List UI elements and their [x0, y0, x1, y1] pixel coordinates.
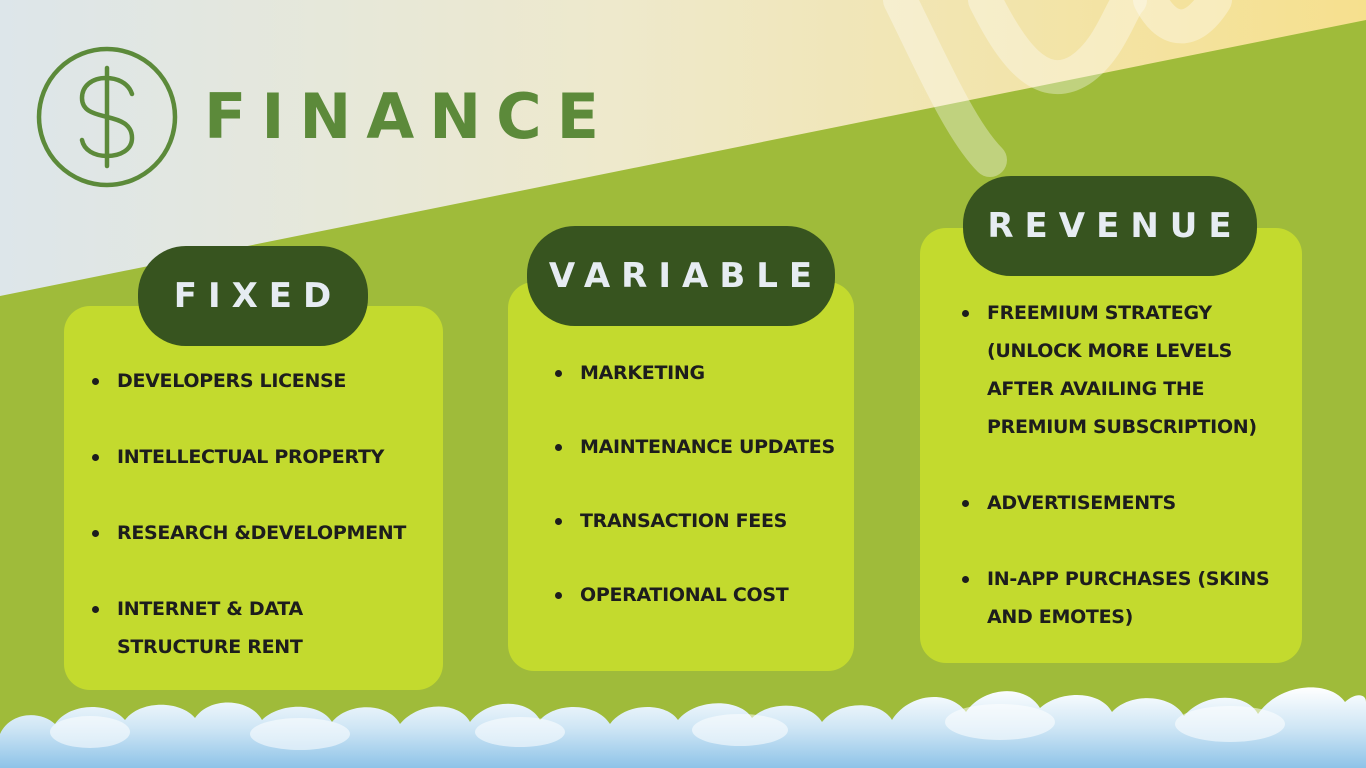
list-item: Transaction fees: [552, 502, 842, 540]
page-title: FINANCE: [204, 80, 615, 153]
list-item: Freemium strategy (unlock more levels af…: [959, 294, 1289, 446]
fixed-costs-list: Developers License Intellectual Property…: [89, 362, 429, 704]
list-item: Maintenance updates: [552, 428, 842, 466]
list-item: Advertisements: [959, 484, 1289, 522]
list-item: In-App purchases (skins and emotes): [959, 560, 1289, 636]
list-item: Marketing: [552, 354, 842, 392]
clouds-decoration: [0, 687, 1366, 768]
fixed-costs-card: [64, 306, 443, 690]
revenue-heading: REVENUE: [963, 176, 1257, 276]
list-item: Research &Development: [89, 514, 429, 552]
variable-costs-card: [508, 282, 854, 671]
list-item: Operational cost: [552, 576, 842, 614]
list-item: Internet & Data structure rent: [89, 590, 429, 666]
dollar-circle-icon: [36, 46, 178, 188]
list-item: Developers License: [89, 362, 429, 400]
revenue-card: [920, 228, 1302, 663]
variable-heading: VARIABLE: [527, 226, 835, 326]
variable-costs-list: Marketing Maintenance updates Transactio…: [552, 354, 842, 650]
revenue-list: Freemium strategy (unlock more levels af…: [959, 294, 1289, 674]
list-item: Intellectual Property: [89, 438, 429, 476]
fixed-heading: FIXED: [138, 246, 368, 346]
